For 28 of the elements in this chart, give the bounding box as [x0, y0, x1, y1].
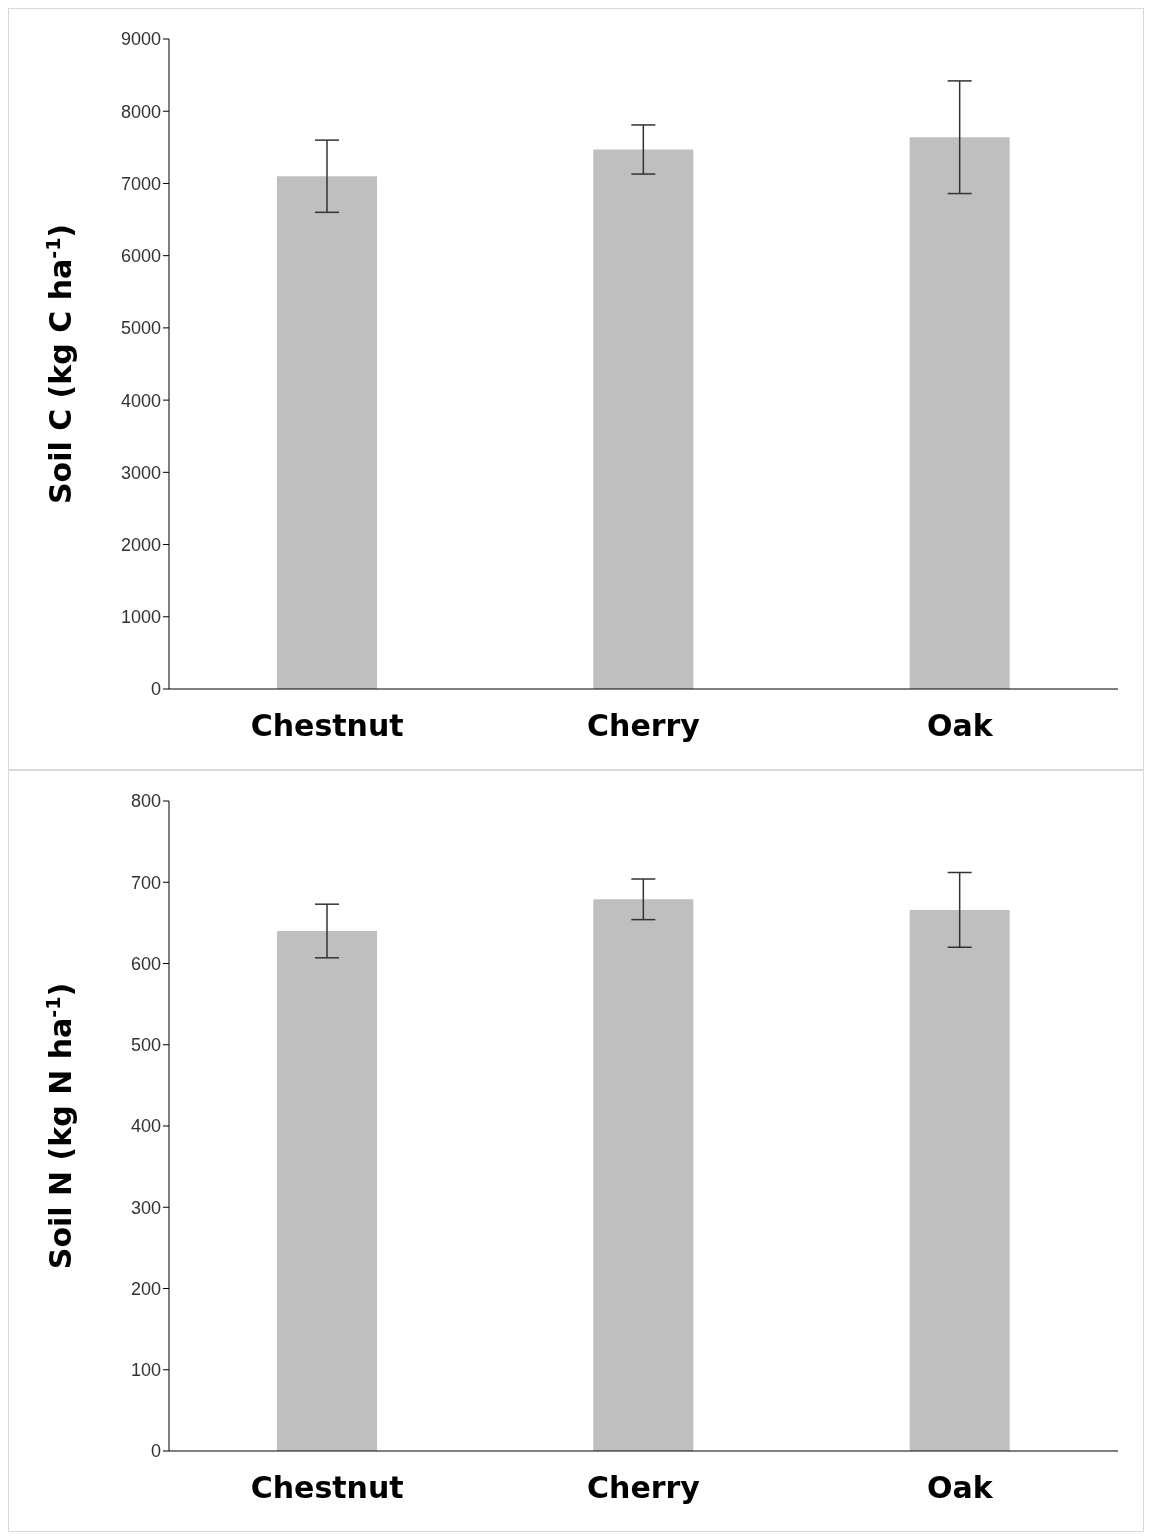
y-tick-label: 1000 [120, 607, 161, 628]
y-tick-label: 0 [150, 679, 161, 700]
bar [909, 137, 1010, 689]
y-tick-label: 9000 [120, 29, 161, 50]
x-tick-label: Chestnut [250, 708, 404, 744]
bar [593, 149, 694, 689]
y-tick-label: 400 [130, 1116, 161, 1137]
x-tick-label: Oak [926, 1470, 994, 1506]
y-tick-label: 4000 [120, 390, 161, 411]
y-tick-label: 700 [130, 872, 161, 893]
x-tick-label: Chestnut [250, 1470, 404, 1506]
y-tick-label: 300 [130, 1197, 161, 1218]
y-tick-label: 3000 [120, 462, 161, 483]
y-tick-label: 200 [130, 1278, 161, 1299]
y-tick-label: 2000 [120, 534, 161, 555]
y-tick-label: 7000 [120, 173, 161, 194]
bar [277, 176, 377, 689]
y-tick-label: 600 [130, 953, 161, 974]
y-tick-label: 0 [150, 1441, 161, 1462]
y-tick-label: 8000 [120, 101, 161, 122]
x-tick-label: Cherry [587, 1470, 701, 1506]
y-tick-label: 500 [130, 1035, 161, 1056]
x-tick-label: Cherry [587, 708, 701, 744]
x-tick-label: Oak [926, 708, 994, 744]
y-tick-label: 5000 [120, 318, 161, 339]
y-tick-label: 100 [130, 1360, 161, 1381]
y-tick-label: 6000 [120, 246, 161, 267]
y-tick-label: 800 [130, 791, 161, 812]
